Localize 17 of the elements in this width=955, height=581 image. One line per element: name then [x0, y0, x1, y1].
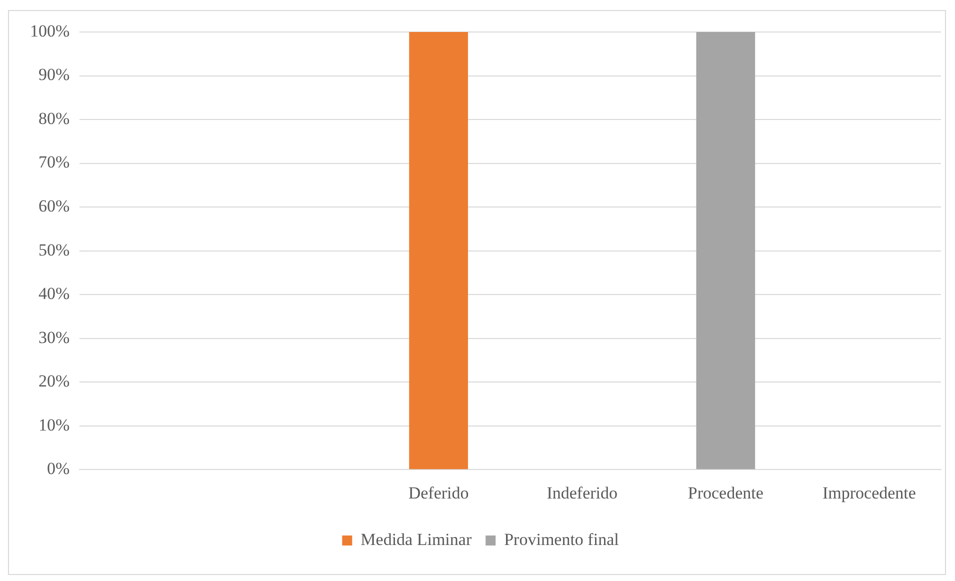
y-tick-label: 20%	[38, 372, 70, 391]
y-tick-label: 100%	[30, 21, 70, 40]
y-tick-label: 0%	[46, 459, 70, 478]
x-tick-label: Procedente	[688, 483, 764, 502]
y-tick-label: 40%	[38, 284, 70, 304]
y-tick-label: 70%	[38, 152, 70, 172]
x-tick-label: Improcedente	[822, 483, 916, 502]
y-tick-label: 90%	[38, 65, 70, 84]
x-tick-label: Indeferido	[546, 483, 618, 502]
x-tick-label: Deferido	[408, 483, 469, 502]
legend-label: Medida Liminar	[360, 530, 472, 549]
y-tick-label: 80%	[38, 108, 70, 128]
y-tick-label: 10%	[38, 415, 70, 434]
y-tick-label: 30%	[38, 328, 70, 347]
legend-label: Provimento final	[504, 530, 620, 549]
y-tick-label: 60%	[38, 196, 70, 216]
y-tick-label: 50%	[38, 240, 70, 260]
